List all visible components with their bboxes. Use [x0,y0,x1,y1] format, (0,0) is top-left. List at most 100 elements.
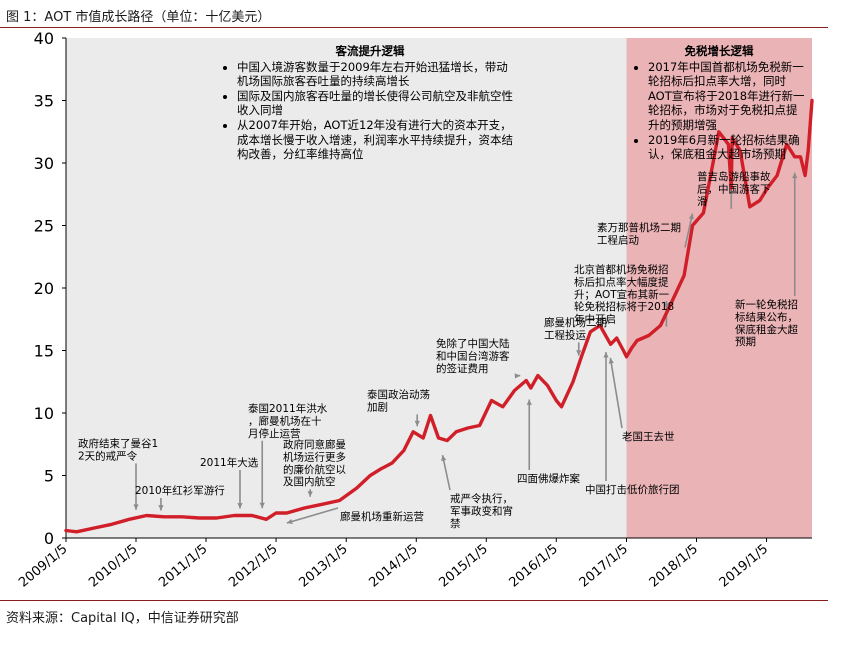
phase2-background [626,38,812,538]
annotation-arrow-line [441,454,451,491]
y-tick-label: 15 [34,342,54,361]
annotation-text: 中国打击低价旅行团 [585,483,680,496]
annotation-text: 政府结束了曼谷1 2天的戒严令 [78,437,158,462]
annotation-15: 素万那普机场二期工程启动 [597,221,681,246]
annotation-arrow-head [514,373,521,379]
y-tick-label: 30 [34,154,54,173]
x-tick-label: 2009/1/5 [16,542,70,591]
source-note: 资料来源：Capital IQ，中信证券研究部 [6,611,239,626]
annotation-arrow-head [307,491,313,497]
annotation-text: 新一轮免税招标结果公布，保底租金大超预期 [735,298,798,348]
series-line-0 [64,98,814,534]
annotation-line: 中国打击低价旅行团 [585,483,680,496]
annotation-line: 预期 [735,336,756,348]
annotation-arrow-head [441,455,447,461]
annotation-text: 普吉岛游船事故后，中国游客下滑 [697,170,771,208]
annotation-arrow-head [576,350,582,356]
annotation-line: 和中国台湾游客 [436,349,510,362]
annotation-line: 素万那普机场二期 [597,221,681,234]
annotation-arrow-head [237,503,243,509]
annotation-4: 泰国2011年洪水，廊曼机场在十月停止运营 [248,402,328,440]
annotation-line: 保底租金大超 [735,323,798,336]
phase2-text-box: 免税增长逻辑 2017年中国首都机场免税新一轮招标后扣点率大增，同时AOT宣布将… [633,44,805,162]
annotation-line: 廊曼机场重新运营 [340,510,424,523]
phase1-text-box: 客流提升逻辑 中国入境游客数量于2009年左右开始迅猛增长，带动机场国际旅客吞吐… [222,44,518,162]
annotation-line: 年中开启 [574,313,616,326]
annotation-line: 机场运行更多 [283,450,346,463]
annotation-text: 免除了中国大陆和中国台湾游客的签证费用 [436,337,510,375]
annotation-line: 免除了中国大陆 [436,337,510,350]
annotation-line: 禁 [450,518,461,530]
x-tick-label: 2011/1/5 [156,542,210,591]
y-tick-label: 25 [34,217,54,236]
annotation-arrow-head [133,504,139,510]
annotation-7: 泰国政治动荡加剧 [367,388,430,413]
phase2-bullet-1: 2017年中国首都机场免税新一轮招标后扣点率大增，同时AOT宣布将于2018年进… [648,60,805,133]
annotation-16: 普吉岛游船事故后，中国游客下滑 [697,170,771,208]
annotation-text: 2010年红衫军游行 [135,484,225,497]
x-tick-label: 2016/1/5 [506,542,560,591]
phase1-bullets: 中国入境游客数量于2009年左右开始迅猛增长，带动机场国际旅客吞吐量的持续高增长… [222,60,518,162]
annotation-10: 廊曼机场二期工程投运 [544,316,607,341]
annotation-arrow-line [286,507,339,524]
market-cap-chart: 0 5 10 15 20 25 30 35 40 2009/1/5 2010/1/5 2011/1/5… [16,29,814,591]
annotation-8: 免除了中国大陆和中国台湾游客的签证费用 [436,337,510,375]
x-tick-label: 2012/1/5 [226,542,280,591]
annotation-line: 工程投运 [544,328,586,341]
annotation-14: 老国王去世 [622,430,675,443]
x-tick-label: 2010/1/5 [86,542,140,591]
y-tick-label: 10 [34,404,54,423]
annotation-17: 新一轮免税招标结果公布，保底租金大超预期 [735,298,798,348]
annotation-line: 2010年红衫军游行 [135,484,225,497]
annotation-line: 2011年大选 [200,456,259,469]
annotation-arrow-line [684,213,694,248]
annotation-line: 的廉价航空以 [283,463,346,476]
bottom-rule [0,600,828,601]
y-tick-label: 20 [34,279,54,298]
annotation-arrow-head [663,301,670,307]
x-tick-label: 2015/1/5 [436,542,490,591]
annotation-arrow-head [158,505,164,511]
phase1-bullet-3: 从2007年开始，AOT近12年没有进行大的资本开支，成本增长慢于收入增速，利润… [237,118,518,162]
x-tick-label: 2019/1/5 [717,542,771,591]
annotation-13: 中国打击低价旅行团 [585,483,680,496]
y-tick-label: 0 [44,529,54,548]
annotation-arrow-line [609,357,623,429]
annotation-arrow-head [259,502,265,509]
x-tick-label: 2018/1/5 [647,542,701,591]
annotation-6: 廊曼机场重新运营 [340,510,424,523]
annotation-arrow-head [603,352,609,358]
annotation-arrow-head [608,357,614,364]
annotation-text: 戒严令执行，军事政变和宵禁 [450,492,513,530]
phase2-header: 免税增长逻辑 [684,44,754,58]
annotation-text: 老国王去世 [622,430,675,443]
annotation-line: 2天的戒严令 [78,449,138,462]
annotation-line: 及国内航空 [283,475,336,488]
top-rule [0,27,828,28]
annotation-line: 泰国2011年洪水 [248,402,328,415]
annotation-line: ，廊曼机场在十 [248,414,322,427]
annotation-line: 后，中国游客下 [697,182,771,195]
annotation-arrow-head [286,518,293,524]
x-tick-label: 2014/1/5 [366,542,420,591]
annotation-line: 加剧 [367,401,388,413]
annotation-line: 政府同意廊曼 [283,438,346,451]
annotation-line: 升；AOT宣布其新一 [574,288,670,301]
annotation-11: 四面佛爆炸案 [517,472,580,485]
annotation-line: 标结果公布， [735,310,798,323]
annotation-line: 普吉岛游船事故 [697,170,771,183]
annotation-line: 月停止运营 [248,427,301,440]
annotation-5: 政府同意廊曼机场运行更多的廉价航空以及国内航空 [283,438,346,488]
annotation-line: 工程启动 [597,233,639,246]
annotation-line: 四面佛爆炸案 [517,472,580,485]
phase1-bullet-1: 中国入境游客数量于2009年左右开始迅猛增长，带动机场国际旅客吞吐量的持续高增长 [237,60,518,89]
annotation-text: 北京首都机场免税招标后扣点率大幅度提升；AOT宣布其新一轮免税招标将于2018 年… [574,263,674,326]
annotation-text: 素万那普机场二期工程启动 [597,221,681,246]
annotation-arrow-head [526,399,532,405]
annotation-2: 2010年红衫军游行 [135,484,225,497]
annotation-line: 北京首都机场免税招 [574,263,669,276]
annotation-line: 标后扣点率大幅度提 [574,275,669,288]
annotation-line: 新一轮免税招 [735,298,798,311]
annotation-text: 泰国政治动荡加剧 [367,388,430,413]
annotation-text: 四面佛爆炸案 [517,472,580,485]
